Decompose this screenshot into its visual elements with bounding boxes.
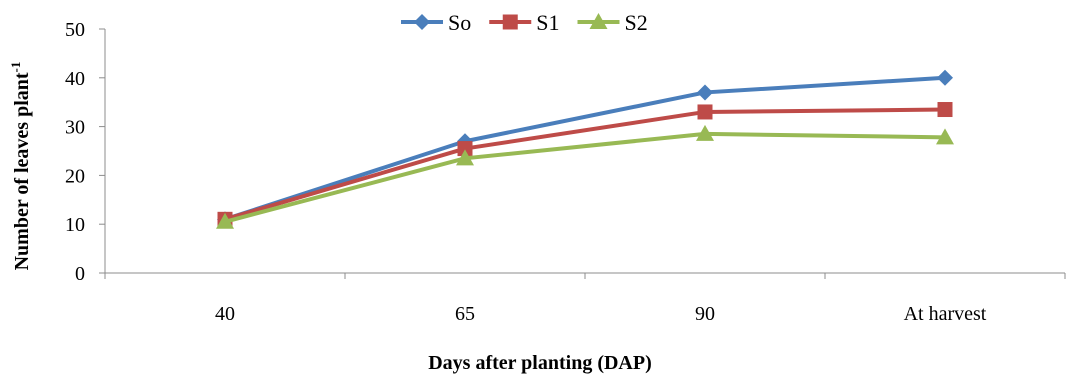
x-axis-label: Days after planting (DAP) xyxy=(428,352,652,374)
legend-marker-0 xyxy=(414,14,430,30)
legend: So S1 S2 xyxy=(401,10,648,35)
data-point-2-0 xyxy=(216,212,234,229)
legend-label-0: So xyxy=(448,10,471,35)
legend-marker-1 xyxy=(502,14,518,30)
data-point-1-2 xyxy=(697,104,713,120)
data-point-2-1 xyxy=(456,149,474,166)
y-axis-label-main: Number of leaves plant xyxy=(11,72,33,270)
x-tick-label: 65 xyxy=(455,303,475,325)
y-tick-label: 0 xyxy=(75,263,85,285)
y-tick-label: 50 xyxy=(65,19,85,41)
x-tick-label: At harvest xyxy=(904,303,987,325)
legend-label-2: S2 xyxy=(625,10,648,35)
data-point-0-3 xyxy=(937,69,953,86)
x-tick-label: 90 xyxy=(695,303,715,325)
legend-label-1: S1 xyxy=(536,10,559,35)
plot-layer: 0 10 20 30 40 50 40 65 90 At harvest xyxy=(65,19,1066,325)
data-point-2-2 xyxy=(696,124,714,141)
y-tick-label: 30 xyxy=(65,117,85,139)
data-point-0-2 xyxy=(697,84,713,101)
series-line-1 xyxy=(224,107,946,222)
series-line-2 xyxy=(224,131,946,224)
series-line-0 xyxy=(224,75,946,222)
y-tick-label: 10 xyxy=(65,214,85,236)
y-tick-label: 20 xyxy=(65,165,85,187)
x-tick-label: 40 xyxy=(215,303,235,325)
y-tick-label: 40 xyxy=(65,68,85,90)
y-axis-label: Number of leaves plant-1 xyxy=(8,62,33,271)
y-axis-label-superscript: -1 xyxy=(8,62,23,73)
legend-marker-2 xyxy=(589,13,608,29)
data-point-1-3 xyxy=(937,102,953,118)
data-point-1-1 xyxy=(457,141,473,157)
data-point-2-3 xyxy=(936,128,954,145)
